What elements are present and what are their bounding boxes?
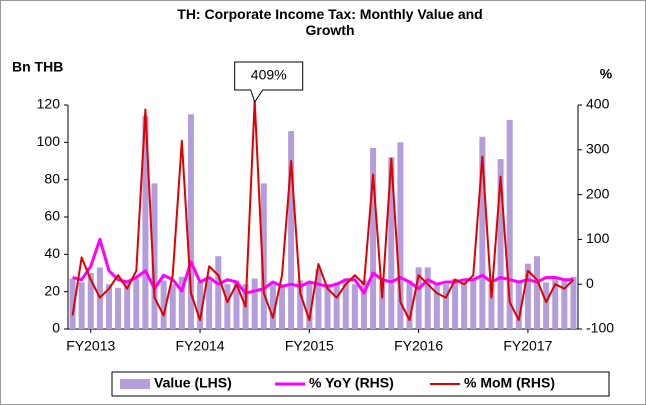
- bar: [297, 280, 304, 329]
- bar: [115, 287, 122, 329]
- bar: [452, 278, 459, 329]
- y-tick-label: 80: [44, 170, 60, 186]
- x-tick-label: FY2013: [66, 338, 115, 354]
- bar: [178, 276, 185, 329]
- chart-title: TH: Corporate Income Tax: Monthly Value …: [177, 6, 483, 38]
- y2-tick-label: 0: [586, 275, 594, 291]
- bar: [342, 278, 349, 329]
- bar: [351, 284, 358, 329]
- bar: [406, 280, 413, 329]
- y-tick-label: 20: [44, 282, 60, 298]
- bar: [552, 278, 559, 329]
- y-tick-label: 120: [37, 96, 61, 112]
- bar: [133, 278, 140, 329]
- x-tick-label: FY2015: [285, 338, 334, 354]
- y2-tick-label: 100: [586, 230, 610, 246]
- bar: [379, 282, 386, 329]
- line: [71, 99, 575, 322]
- bar: [333, 282, 340, 329]
- bar: [269, 282, 276, 329]
- y-tick-label: 60: [44, 208, 60, 224]
- x-tick-label: FY2016: [394, 338, 443, 354]
- bar: [251, 278, 258, 329]
- bar: [506, 119, 513, 329]
- y2-tick-label: 400: [586, 96, 610, 112]
- bar: [142, 116, 149, 329]
- y-tick-label: 100: [37, 133, 61, 149]
- legend-label: % MoM (RHS): [464, 375, 555, 391]
- y2-tick-label: -100: [586, 320, 614, 336]
- bar: [324, 284, 331, 329]
- y2-tick-label: 300: [586, 141, 610, 157]
- legend-label: Value (LHS): [154, 375, 232, 391]
- annotation: 409%: [251, 67, 287, 83]
- bar: [488, 284, 495, 329]
- bar: [151, 183, 158, 329]
- bar: [124, 280, 131, 329]
- bar: [470, 280, 477, 329]
- bar: [570, 276, 577, 329]
- bar: [206, 278, 213, 329]
- bar: [397, 142, 404, 329]
- bar: [169, 284, 176, 329]
- y-tick-label: 0: [52, 320, 60, 336]
- legend-swatch: [120, 379, 150, 389]
- bar: [78, 282, 85, 329]
- bar: [370, 147, 377, 329]
- x-tick-label: FY2017: [503, 338, 552, 354]
- bar: [87, 273, 94, 329]
- bar: [424, 267, 431, 329]
- bar: [479, 136, 486, 329]
- bar: [461, 282, 468, 329]
- x-tick-label: FY2014: [176, 338, 225, 354]
- bar: [224, 284, 231, 329]
- y2-axis-label: %: [600, 66, 613, 82]
- bar: [561, 280, 568, 329]
- bar: [187, 114, 194, 329]
- bar: [215, 256, 222, 329]
- annotation-box: [234, 61, 304, 104]
- bar: [534, 256, 541, 329]
- bar: [442, 284, 449, 329]
- bar: [497, 159, 504, 329]
- y-tick-label: 40: [44, 245, 60, 261]
- bar: [105, 284, 112, 329]
- bar: [306, 282, 313, 329]
- bar: [69, 278, 76, 329]
- bar: [543, 282, 550, 329]
- bar: [415, 267, 422, 329]
- legend-box: [111, 371, 610, 397]
- bar: [315, 269, 322, 329]
- bar: [515, 280, 522, 329]
- bar: [288, 131, 295, 329]
- y-axis-label: Bn THB: [12, 59, 63, 75]
- bar: [279, 284, 286, 329]
- bar: [160, 280, 167, 329]
- bar: [197, 282, 204, 329]
- bar: [233, 280, 240, 329]
- bar: [524, 263, 531, 329]
- bar: [433, 282, 440, 329]
- legend-label: % YoY (RHS): [309, 375, 394, 391]
- bar: [360, 280, 367, 329]
- bar: [388, 157, 395, 329]
- bar: [260, 183, 267, 329]
- y2-tick-label: 200: [586, 185, 610, 201]
